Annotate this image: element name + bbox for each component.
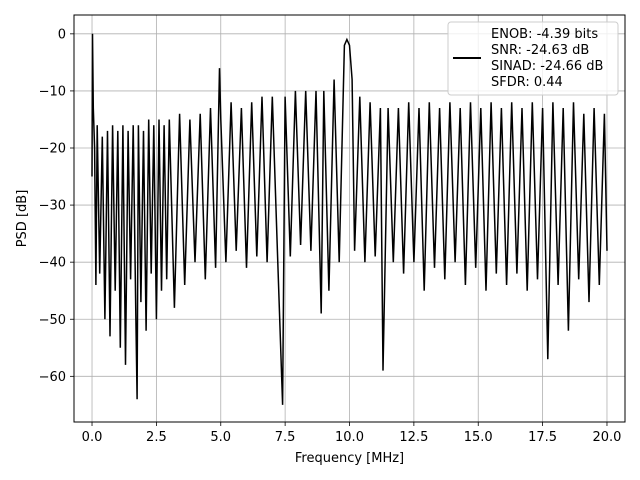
x-axis-title: Frequency [MHz]	[295, 451, 404, 466]
x-tick-label: 20.0	[593, 430, 622, 445]
psd-series-line	[91, 33, 608, 405]
legend-entry-snr: SNR: -24.63 dB	[491, 43, 589, 58]
legend-entry-enob: ENOB: -4.39 bits	[491, 27, 598, 42]
y-tick-label: −10	[39, 84, 66, 99]
grid	[74, 15, 625, 422]
x-tick-label: 2.5	[146, 430, 167, 445]
series-layer	[91, 33, 608, 405]
y-tick-label: −40	[39, 256, 66, 271]
legend-box	[447, 21, 619, 96]
y-tick-label: −20	[39, 142, 66, 157]
x-tick-label: 15.0	[464, 430, 493, 445]
y-tick-label: 0	[58, 27, 66, 42]
y-tick-label: −50	[39, 313, 66, 328]
x-tick-label: 7.5	[275, 430, 296, 445]
y-tick-label: −60	[39, 370, 66, 385]
y-tick-label: −30	[39, 199, 66, 214]
legend: ENOB: -4.39 bits SNR: -24.63 dB SINAD: -…	[447, 21, 619, 96]
x-tick-label: 12.5	[399, 430, 428, 445]
legend-entry-sfdr: SFDR: 0.44	[491, 75, 563, 90]
x-axis: 0.0 2.5 5.0 7.5 10.0 12.5 15.0 17.5 20.0	[82, 422, 622, 445]
y-axis: 0 −10 −20 −30 −40 −50 −60	[39, 27, 74, 385]
x-tick-label: 0.0	[82, 430, 103, 445]
x-tick-label: 10.0	[335, 430, 364, 445]
y-axis-title: PSD [dB]	[15, 190, 30, 248]
x-tick-label: 17.5	[528, 430, 557, 445]
legend-entry-sinad: SINAD: -24.66 dB	[491, 59, 603, 74]
x-tick-label: 5.0	[210, 430, 231, 445]
